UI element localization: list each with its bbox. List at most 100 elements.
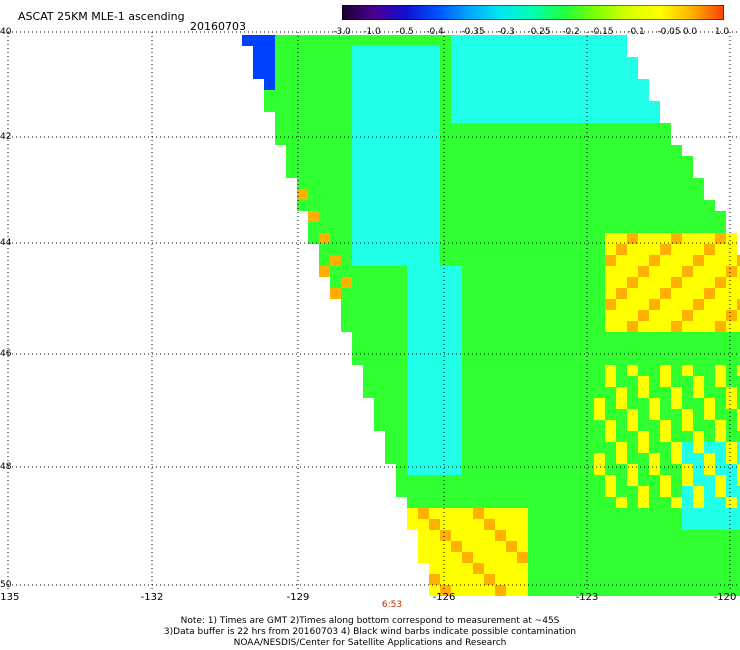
wind-cell <box>671 343 682 354</box>
wind-cell <box>627 112 638 123</box>
wind-cell <box>506 409 517 420</box>
wind-cell <box>605 442 616 453</box>
wind-cell <box>561 321 572 332</box>
wind-cell <box>715 244 726 255</box>
colorbar-tick-label: -0.15 <box>590 27 614 37</box>
wind-cell <box>682 519 693 530</box>
wind-cell <box>429 255 440 266</box>
wind-cell <box>385 387 396 398</box>
wind-cell <box>319 123 330 134</box>
wind-cell <box>396 343 407 354</box>
wind-cell <box>649 354 660 365</box>
wind-cell <box>682 178 693 189</box>
chart-title: ASCAT 25KM MLE-1 ascending <box>18 10 185 23</box>
wind-cell <box>517 387 528 398</box>
wind-cell <box>418 244 429 255</box>
wind-cell <box>462 57 473 68</box>
wind-cell <box>682 277 693 288</box>
wind-cell <box>671 244 682 255</box>
wind-cell <box>407 288 418 299</box>
wind-cell <box>638 552 649 563</box>
wind-cell <box>583 354 594 365</box>
wind-cell <box>440 332 451 343</box>
wind-cell <box>638 409 649 420</box>
wind-cell <box>330 233 341 244</box>
wind-cell <box>429 211 440 222</box>
wind-cell <box>550 57 561 68</box>
longitude-tick-label: -123 <box>575 592 599 603</box>
wind-cell <box>715 277 726 288</box>
wind-cell <box>627 189 638 200</box>
wind-cell <box>726 574 737 585</box>
wind-cell <box>484 442 495 453</box>
wind-cell <box>583 233 594 244</box>
wind-cell <box>550 497 561 508</box>
wind-cell <box>473 354 484 365</box>
wind-cell <box>451 376 462 387</box>
wind-cell <box>385 255 396 266</box>
wind-cell <box>407 90 418 101</box>
wind-cell <box>418 365 429 376</box>
wind-cell <box>429 123 440 134</box>
wind-cell <box>561 189 572 200</box>
wind-cell <box>671 145 682 156</box>
wind-cell <box>638 508 649 519</box>
wind-cell <box>594 211 605 222</box>
wind-cell <box>517 332 528 343</box>
wind-cell <box>594 101 605 112</box>
wind-cell <box>638 310 649 321</box>
wind-cell <box>407 112 418 123</box>
wind-cell <box>528 574 539 585</box>
wind-cell <box>660 497 671 508</box>
wind-cell <box>583 266 594 277</box>
wind-cell <box>627 178 638 189</box>
wind-cell <box>726 475 737 486</box>
wind-cell <box>583 46 594 57</box>
wind-cell <box>495 552 506 563</box>
wind-cell <box>451 68 462 79</box>
wind-cell <box>550 200 561 211</box>
wind-cell <box>374 321 385 332</box>
wind-cell <box>418 552 429 563</box>
wind-cell <box>407 134 418 145</box>
wind-cell <box>319 255 330 266</box>
wind-cell <box>649 376 660 387</box>
wind-cell <box>418 200 429 211</box>
wind-cell <box>506 101 517 112</box>
wind-cell <box>440 266 451 277</box>
wind-cell <box>396 365 407 376</box>
wind-cell <box>539 563 550 574</box>
wind-cell <box>451 453 462 464</box>
wind-cell <box>517 563 528 574</box>
wind-cell <box>506 519 517 530</box>
wind-cell <box>682 387 693 398</box>
wind-cell <box>605 376 616 387</box>
wind-cell <box>638 233 649 244</box>
wind-cell <box>682 508 693 519</box>
wind-cell <box>594 299 605 310</box>
wind-cell <box>715 211 726 222</box>
wind-cell <box>737 332 740 343</box>
wind-cell <box>715 266 726 277</box>
wind-cell <box>671 497 682 508</box>
wind-cell <box>517 233 528 244</box>
wind-cell <box>319 112 330 123</box>
wind-cell <box>495 57 506 68</box>
wind-cell <box>627 266 638 277</box>
wind-cell <box>583 189 594 200</box>
wind-cell <box>693 178 704 189</box>
wind-cell <box>451 145 462 156</box>
wind-cell <box>660 453 671 464</box>
wind-cell <box>451 464 462 475</box>
wind-cell <box>374 398 385 409</box>
wind-cell <box>297 90 308 101</box>
wind-cell <box>473 46 484 57</box>
wind-cell <box>308 233 319 244</box>
wind-cell <box>528 244 539 255</box>
wind-cell <box>308 178 319 189</box>
wind-cell <box>440 420 451 431</box>
wind-cell <box>517 90 528 101</box>
wind-cell <box>429 233 440 244</box>
wind-cell <box>572 200 583 211</box>
wind-cell <box>484 541 495 552</box>
